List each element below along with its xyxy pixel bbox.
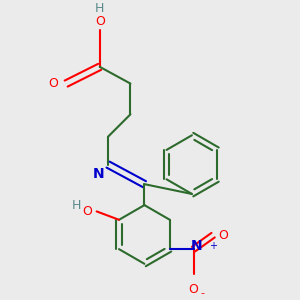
Text: H: H	[72, 199, 81, 212]
Text: O: O	[82, 205, 92, 218]
Text: N: N	[92, 167, 104, 182]
Text: N: N	[190, 239, 202, 253]
Text: +: +	[209, 241, 217, 251]
Text: O: O	[95, 15, 105, 28]
Text: O: O	[189, 283, 199, 296]
Text: O: O	[48, 77, 58, 90]
Text: H: H	[95, 2, 104, 15]
Text: -: -	[201, 288, 205, 298]
Text: O: O	[219, 229, 229, 242]
